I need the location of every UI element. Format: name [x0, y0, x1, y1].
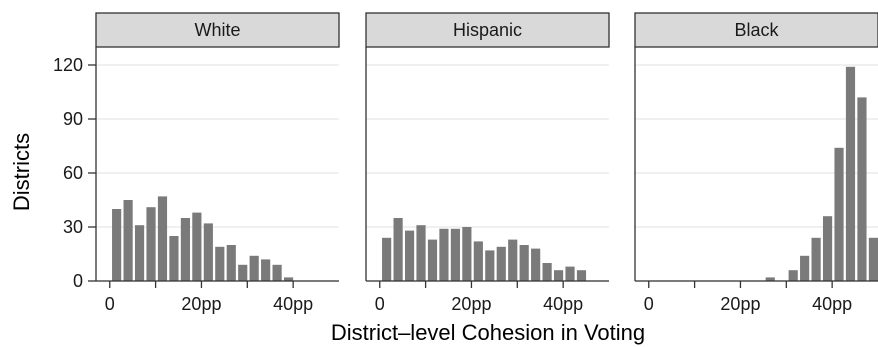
facet-strip [634, 12, 878, 48]
histogram-bar [427, 239, 438, 281]
histogram-bar [553, 270, 564, 281]
histogram-bar [765, 277, 775, 281]
grid-layer [96, 64, 878, 282]
histogram-bar [496, 246, 506, 281]
histogram-bar [123, 200, 133, 281]
histogram-bar [226, 245, 236, 281]
histogram-bar [834, 147, 844, 281]
y-tick-label: 90 [63, 109, 83, 129]
histogram-bar [134, 225, 145, 281]
histogram-bar [112, 209, 122, 281]
facet-bars [112, 196, 294, 281]
histogram-bar [542, 263, 552, 281]
facet-strip [95, 12, 340, 48]
histogram-bar [382, 237, 392, 281]
histogram-bar [272, 264, 282, 281]
histogram-bar [800, 255, 810, 281]
y-tick-label: 120 [53, 55, 83, 75]
frame-layer: White Hispanic Black [95, 12, 878, 282]
histogram-bar [822, 216, 833, 281]
facet-strip-label: White [194, 20, 240, 40]
facet-strip-label: Hispanic [453, 20, 522, 40]
histogram-bar [203, 223, 213, 281]
histogram-bar [393, 218, 403, 281]
histogram-bar [215, 246, 225, 281]
histogram-bar [261, 259, 271, 281]
histogram-bar [283, 277, 294, 281]
histogram-bar [845, 66, 856, 281]
histogram-bar [462, 227, 472, 281]
x-tick-label: 20pp [451, 294, 491, 314]
y-tick-label: 0 [73, 271, 83, 291]
bar-layer [112, 66, 878, 281]
histogram-bar [157, 196, 168, 281]
histogram-bar [788, 270, 798, 281]
histogram-bar [485, 250, 495, 281]
histogram-bar [811, 237, 821, 281]
facet-bars [382, 218, 587, 281]
facet-strip [365, 12, 610, 48]
x-tick-label: 0 [105, 294, 115, 314]
x-axis-title: District–level Cohesion in Voting [331, 320, 645, 345]
histogram-bar [180, 218, 190, 281]
histogram-bar [531, 248, 541, 281]
facet-bars [765, 66, 878, 281]
y-tick-label: 30 [63, 217, 83, 237]
histogram-bar [857, 97, 867, 281]
histogram-bar [404, 230, 415, 281]
histogram-bar [192, 212, 202, 281]
x-tick-label: 40pp [273, 294, 313, 314]
histogram-bar [146, 207, 156, 281]
x-tick-label: 0 [644, 294, 654, 314]
histogram-bar [565, 266, 575, 281]
x-tick-label: 20pp [181, 294, 221, 314]
histogram-bar [868, 237, 878, 281]
histogram-bar [508, 239, 518, 281]
y-axis-title: Districts [9, 133, 34, 211]
histogram-bar [238, 264, 248, 281]
histogram-bar [439, 228, 449, 281]
facet-strip-label: Black [734, 20, 779, 40]
histogram-bar [519, 245, 529, 281]
histogram-bar [473, 241, 483, 281]
x-tick-label: 0 [375, 294, 385, 314]
histogram-bar [416, 225, 426, 281]
histogram-bar [576, 270, 587, 281]
histogram-bar [450, 228, 460, 281]
histogram-bar [249, 255, 259, 281]
histogram-bar [169, 236, 179, 281]
x-tick-label: 20pp [720, 294, 760, 314]
tick-layer: 0 30 60 90 120 0 20pp 40pp 0 20pp 40pp 0 20pp 40pp [53, 55, 852, 314]
x-tick-label: 40pp [543, 294, 583, 314]
x-tick-label: 40pp [812, 294, 852, 314]
y-tick-label: 60 [63, 163, 83, 183]
